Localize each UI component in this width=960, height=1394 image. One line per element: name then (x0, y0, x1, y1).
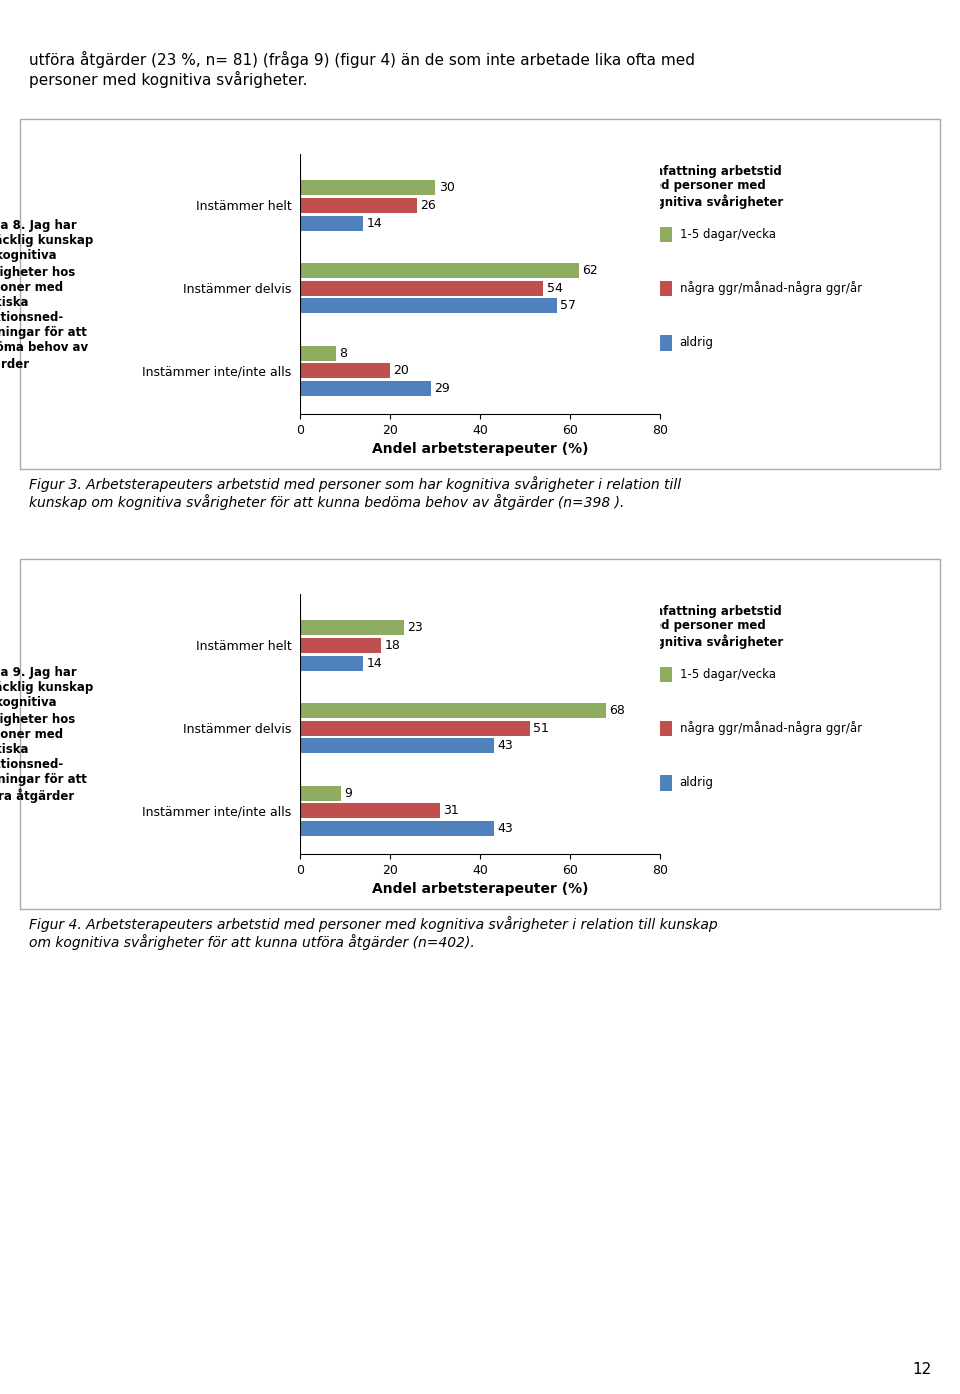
Text: 23: 23 (407, 622, 422, 634)
Bar (641, 282, 672, 297)
Text: 1-5 dagar/vecka: 1-5 dagar/vecka (680, 668, 776, 680)
Bar (300, 739, 493, 753)
Bar (641, 775, 672, 790)
Text: 30: 30 (439, 181, 454, 194)
X-axis label: Andel arbetsterapeuter (%): Andel arbetsterapeuter (%) (372, 442, 588, 456)
X-axis label: Andel arbetsterapeuter (%): Andel arbetsterapeuter (%) (372, 882, 588, 896)
Text: 14: 14 (367, 216, 382, 230)
Text: 57: 57 (560, 300, 576, 312)
Text: några ggr/månad-några ggr/år: några ggr/månad-några ggr/år (680, 722, 862, 736)
Bar (300, 180, 435, 195)
Bar (300, 280, 543, 296)
Text: 26: 26 (420, 199, 437, 212)
Text: 12: 12 (912, 1362, 931, 1376)
Bar (300, 263, 579, 277)
Bar (300, 786, 341, 800)
Text: aldrig: aldrig (680, 336, 713, 348)
Bar (300, 216, 363, 230)
Bar (300, 655, 363, 671)
Bar (300, 703, 606, 718)
Bar (641, 336, 672, 351)
Text: 20: 20 (394, 364, 410, 378)
Text: 14: 14 (367, 657, 382, 669)
Text: 9: 9 (344, 786, 352, 800)
Text: 29: 29 (434, 382, 450, 396)
Bar (300, 298, 557, 314)
Bar (300, 803, 440, 818)
Text: 18: 18 (385, 638, 400, 652)
Text: 62: 62 (583, 263, 598, 277)
Text: 1-5 dagar/vecka: 1-5 dagar/vecka (680, 227, 776, 241)
Text: 43: 43 (497, 739, 513, 753)
Text: 54: 54 (546, 282, 563, 294)
Text: 31: 31 (444, 804, 459, 817)
Text: Fråga 9. Jag har
tillräcklig kunskap
om kognitiva
svårigheter hos
personer med
p: Fråga 9. Jag har tillräcklig kunskap om … (0, 665, 94, 803)
Text: aldrig: aldrig (680, 776, 713, 789)
Bar (641, 227, 672, 243)
Bar (641, 666, 672, 682)
Text: Figur 3. Arbetsterapeuters arbetstid med personer som har kognitiva svårigheter : Figur 3. Arbetsterapeuters arbetstid med… (29, 475, 681, 510)
Bar (641, 721, 672, 736)
Text: 51: 51 (533, 722, 549, 735)
Text: några ggr/månad-några ggr/år: några ggr/månad-några ggr/år (680, 282, 862, 296)
Bar (300, 821, 493, 836)
Text: 8: 8 (340, 347, 348, 360)
Text: 43: 43 (497, 822, 513, 835)
Text: Omfattning arbetstid
med personer med
kognitiva svårigheter: Omfattning arbetstid med personer med ko… (641, 605, 783, 650)
Text: Omfattning arbetstid
med personer med
kognitiva svårigheter: Omfattning arbetstid med personer med ko… (641, 164, 783, 209)
Bar (300, 346, 336, 361)
Text: Fråga 8. Jag har
tillräcklig kunskap
om kognitiva
svårigheter hos
personer med
p: Fråga 8. Jag har tillräcklig kunskap om … (0, 217, 94, 371)
Bar (300, 638, 381, 652)
Bar (300, 198, 417, 213)
Bar (300, 620, 403, 636)
Bar (300, 364, 390, 378)
Text: utföra åtgärder (23 %, n= 81) (fråga 9) (figur 4) än de som inte arbetade lika o: utföra åtgärder (23 %, n= 81) (fråga 9) … (29, 52, 695, 88)
Bar (300, 721, 530, 736)
Text: 68: 68 (610, 704, 626, 717)
Text: Figur 4. Arbetsterapeuters arbetstid med personer med kognitiva svårigheter i re: Figur 4. Arbetsterapeuters arbetstid med… (29, 916, 717, 951)
Bar (300, 382, 430, 396)
